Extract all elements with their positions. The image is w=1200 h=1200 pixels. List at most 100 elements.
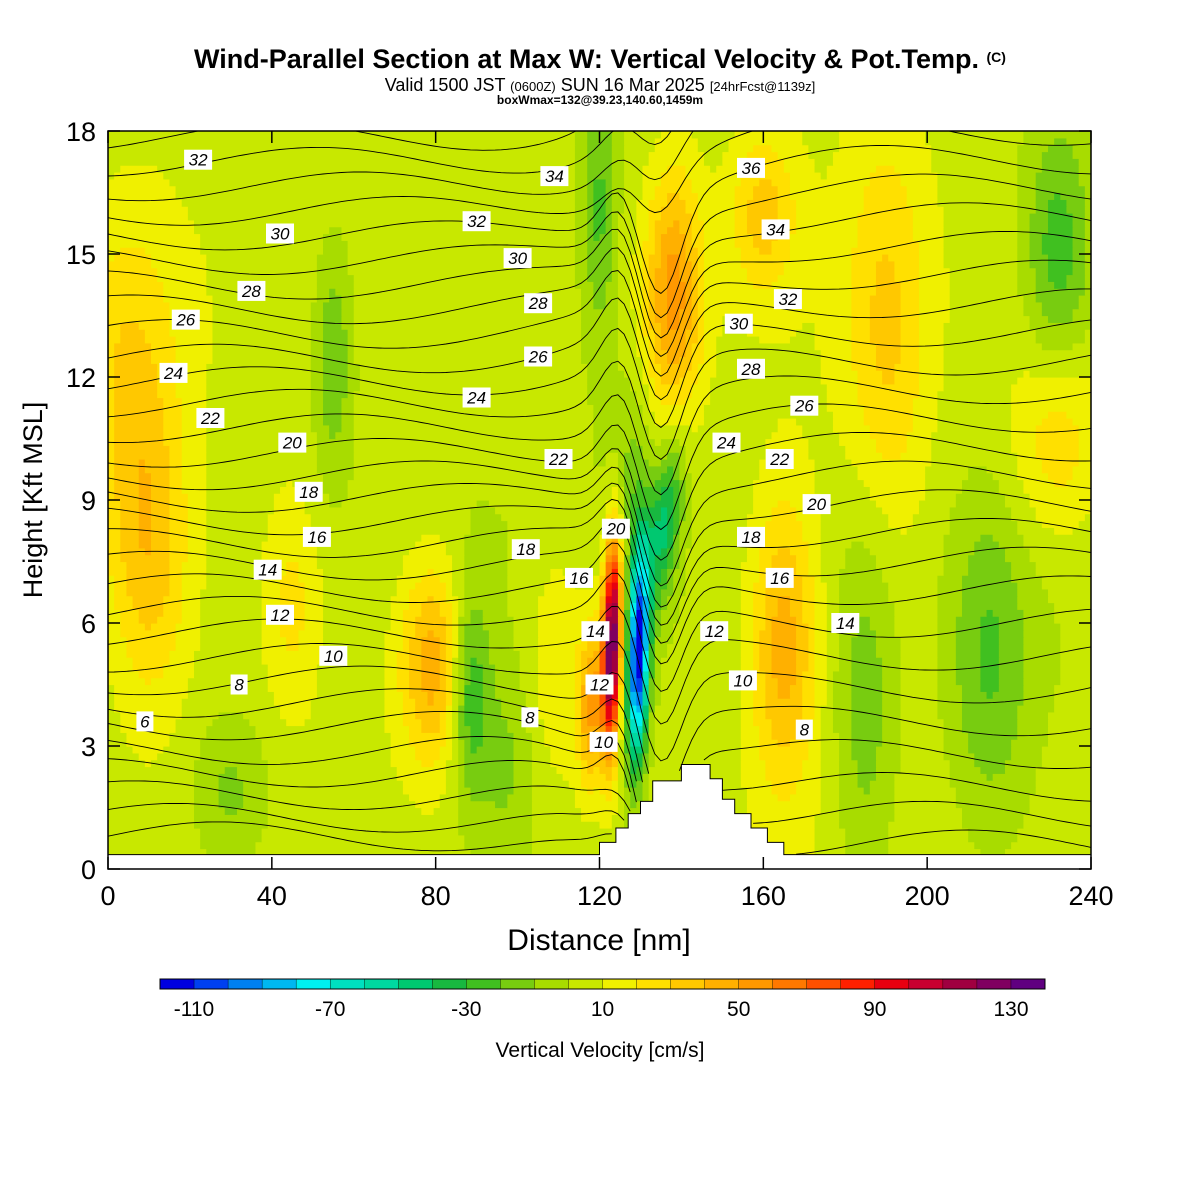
w-cell: [304, 609, 324, 617]
w-cell: [433, 698, 447, 706]
w-cell: [753, 623, 766, 631]
w-cell: [789, 793, 822, 802]
w-cell: [765, 616, 773, 624]
w-cell: [759, 650, 773, 658]
w-cell: [642, 677, 650, 686]
w-cell: [691, 267, 699, 276]
contour-label: 14: [831, 613, 860, 633]
w-cell: [961, 684, 982, 692]
w-cell: [439, 793, 459, 802]
w-cell: [630, 643, 637, 651]
w-cell: [108, 554, 121, 563]
w-cell: [593, 787, 601, 795]
w-cell: [169, 650, 195, 658]
w-cell: [1078, 295, 1091, 303]
w-cell: [636, 623, 644, 631]
svg-text:14: 14: [836, 614, 855, 633]
w-cell: [114, 404, 164, 412]
w-cell: [685, 486, 693, 494]
w-cell: [875, 561, 945, 569]
w-cell: [673, 513, 680, 522]
w-cell: [409, 595, 429, 604]
w-cell: [574, 165, 588, 173]
w-cell: [636, 199, 650, 207]
w-cell: [538, 705, 576, 713]
w-cell: [808, 623, 816, 631]
w-cell: [943, 534, 982, 542]
w-cell: [624, 725, 631, 733]
w-cell: [900, 766, 951, 774]
w-cell: [304, 582, 324, 590]
w-cell: [654, 725, 742, 733]
w-cell: [402, 609, 422, 617]
w-cell: [495, 670, 521, 679]
w-cell: [187, 541, 207, 549]
w-cell: [114, 705, 183, 713]
w-cell: [421, 759, 435, 768]
w-cell: [820, 513, 889, 522]
w-cell: [875, 759, 902, 768]
w-cell: [120, 513, 140, 522]
w-cell: [513, 732, 533, 740]
w-cell: [114, 582, 128, 590]
w-cell: [839, 739, 852, 747]
w-cell: [673, 534, 680, 542]
w-cell: [611, 773, 619, 781]
w-cell: [636, 718, 644, 727]
w-cell: [740, 664, 754, 672]
w-cell: [759, 541, 809, 549]
w-cell: [630, 267, 644, 276]
w-cell: [961, 486, 1000, 494]
w-cell: [703, 315, 723, 323]
w-cell: [642, 698, 650, 706]
w-cell: [667, 315, 680, 323]
w-cell: [648, 274, 656, 282]
w-cell: [1047, 472, 1074, 481]
colorbar-swatch: [840, 978, 876, 990]
w-cell: [943, 356, 1091, 364]
w-cell: [581, 773, 607, 781]
w-cell: [1060, 677, 1091, 686]
w-cell: [888, 513, 914, 522]
w-cell: [1041, 759, 1091, 768]
w-cell: [507, 575, 551, 583]
w-cell: [992, 534, 1025, 542]
w-cell: [703, 247, 742, 255]
w-cell: [599, 541, 607, 549]
w-cell: [1017, 151, 1043, 159]
w-cell: [918, 315, 951, 323]
colorbar-tick-label: -70: [315, 998, 345, 1021]
w-cell: [796, 629, 809, 638]
w-cell: [900, 301, 920, 310]
w-cell: [1017, 465, 1043, 474]
contour-label: 22: [765, 449, 794, 469]
w-cell: [753, 588, 766, 597]
w-cell: [648, 288, 656, 296]
w-cell: [169, 465, 183, 474]
w-cell: [857, 219, 914, 228]
w-cell: [710, 383, 828, 392]
w-cell: [667, 199, 687, 207]
w-cell: [648, 336, 656, 344]
w-cell: [740, 650, 754, 658]
w-cell: [814, 602, 828, 610]
w-cell: [1072, 267, 1086, 276]
w-cell: [206, 506, 275, 515]
w-cell: [611, 650, 619, 658]
w-cell: [667, 308, 680, 317]
w-cell: [826, 684, 834, 692]
w-cell: [851, 308, 871, 317]
w-cell: [851, 691, 883, 699]
w-cell: [796, 677, 803, 686]
w-cell: [581, 814, 613, 822]
theta-contour: [108, 665, 650, 774]
w-cell: [882, 568, 945, 576]
w-cell: [353, 459, 594, 467]
w-cell: [882, 575, 938, 583]
w-cell: [888, 841, 975, 850]
w-cell: [464, 677, 472, 686]
w-cell: [611, 247, 619, 255]
w-cell: [452, 732, 459, 740]
w-cell: [587, 390, 637, 399]
w-cell: [323, 411, 343, 419]
